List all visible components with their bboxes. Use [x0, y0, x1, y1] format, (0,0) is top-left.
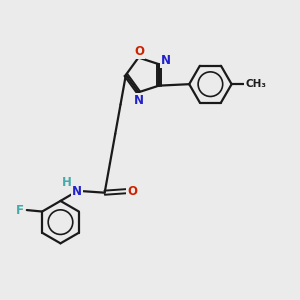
Text: F: F	[16, 204, 23, 217]
Text: O: O	[134, 45, 144, 58]
Text: H: H	[62, 176, 72, 189]
Text: O: O	[127, 185, 137, 198]
Text: N: N	[134, 94, 143, 107]
Text: N: N	[72, 185, 82, 198]
Text: CH₃: CH₃	[245, 79, 266, 89]
Text: N: N	[161, 54, 171, 67]
